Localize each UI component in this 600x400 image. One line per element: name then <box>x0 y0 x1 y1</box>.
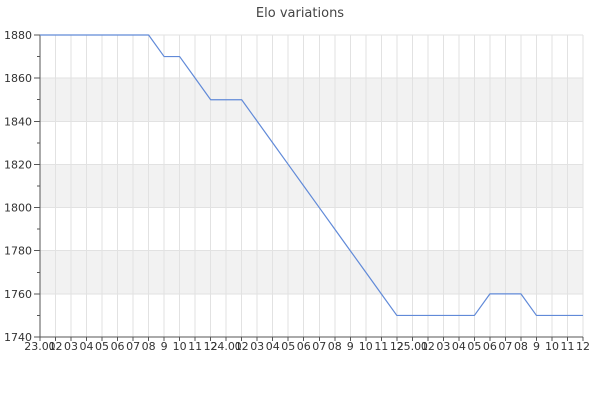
x-tick-label: 04 <box>266 340 280 353</box>
x-tick-label: 04 <box>80 340 94 353</box>
y-tick-label: 1820 <box>4 158 32 171</box>
x-tick-label: 9 <box>161 340 168 353</box>
y-tick-label: 1740 <box>4 331 32 344</box>
elo-line <box>40 34 583 317</box>
y-tick-label: 1780 <box>4 245 32 258</box>
y-tick-label: 1840 <box>4 115 32 128</box>
x-tick-label: 08 <box>514 340 528 353</box>
x-tick-label: 10 <box>545 340 559 353</box>
x-tick-label: 07 <box>312 340 326 353</box>
x-tick-label: 03 <box>250 340 264 353</box>
x-tick-label: 12 <box>390 340 404 353</box>
x-tick-label: 10 <box>359 340 373 353</box>
x-tick-label: 06 <box>297 340 311 353</box>
x-tick-label: 08 <box>328 340 342 353</box>
x-tick-label: 08 <box>142 340 156 353</box>
x-tick-label: 11 <box>188 340 202 353</box>
y-tick-label: 1860 <box>4 72 32 85</box>
x-tick-label: 05 <box>281 340 295 353</box>
x-tick-label: 25.01 <box>397 340 429 353</box>
x-tick-label: 23.01 <box>24 340 56 353</box>
x-tick-label: 07 <box>126 340 140 353</box>
y-tick-label: 1760 <box>4 288 32 301</box>
x-tick-label: 9 <box>347 340 354 353</box>
x-tick-label: 11 <box>374 340 388 353</box>
x-tick-label: 07 <box>498 340 512 353</box>
x-tick-label: 03 <box>64 340 78 353</box>
x-tick-label: 06 <box>111 340 125 353</box>
y-tick-label: 1880 <box>4 29 32 42</box>
x-tick-label: 9 <box>533 340 540 353</box>
x-tick-label: 03 <box>436 340 450 353</box>
x-tick-label: 24.01 <box>210 340 242 353</box>
x-tick-label: 04 <box>452 340 466 353</box>
x-tick-label: 12 <box>204 340 218 353</box>
y-tick-label: 1800 <box>4 202 32 215</box>
x-tick-label: 02 <box>421 340 435 353</box>
x-tick-label: 12 <box>576 340 590 353</box>
chart-title: Elo variations <box>255 6 345 21</box>
x-tick-label: 11 <box>560 340 574 353</box>
x-tick-label: 05 <box>95 340 109 353</box>
plot-band <box>40 78 583 122</box>
x-tick-label: 02 <box>235 340 249 353</box>
plot-band <box>40 164 583 208</box>
x-tick-label: 10 <box>173 340 187 353</box>
plot-band <box>40 250 583 294</box>
x-tick-label: 06 <box>483 340 497 353</box>
x-tick-label: 02 <box>49 340 63 353</box>
x-tick-label: 05 <box>467 340 481 353</box>
